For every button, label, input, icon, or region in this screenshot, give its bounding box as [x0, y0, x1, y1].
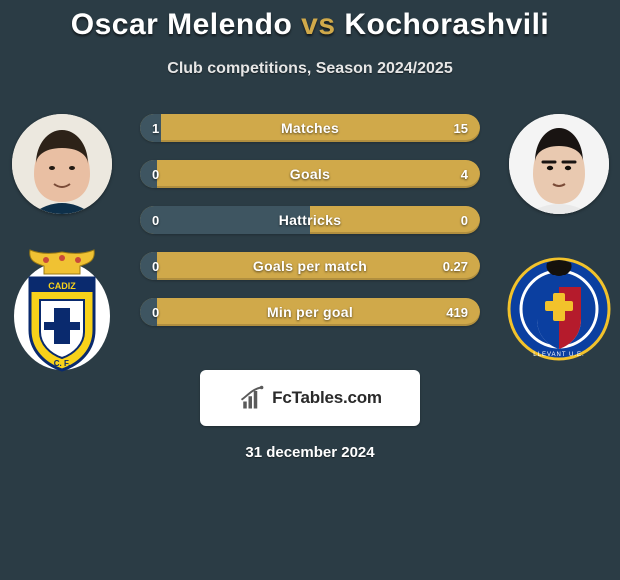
- stat-label: Min per goal: [140, 298, 480, 326]
- stat-bar: Min per goal0 419: [140, 298, 480, 326]
- brand-text: FcTables.com: [272, 388, 382, 408]
- title-player2: Kochorashvili: [344, 8, 549, 41]
- title-vs: vs: [301, 8, 335, 41]
- stat-bar: Goals per match0 0.27: [140, 252, 480, 280]
- brand-icon: [238, 384, 266, 412]
- club1-crest: CADIZ C. F.: [10, 244, 114, 374]
- player2-avatar: [509, 114, 609, 214]
- stat-label: Hattricks: [140, 206, 480, 234]
- stat-bar: Matches1 15: [140, 114, 480, 142]
- player1-avatar: [12, 114, 112, 214]
- stat-right-value: 0: [461, 206, 468, 234]
- stat-bar: Hattricks0 0: [140, 206, 480, 234]
- stat-right-value: 4: [461, 160, 468, 188]
- comparison-card: Oscar Melendo vs Kochorashvili Club comp…: [0, 0, 620, 461]
- brand-badge: FcTables.com: [200, 370, 420, 426]
- stat-left-value: 0: [152, 252, 159, 280]
- stat-left-value: 1: [152, 114, 159, 142]
- stat-left-value: 0: [152, 298, 159, 326]
- stat-label: Goals: [140, 160, 480, 188]
- date-text: 31 december 2024: [0, 444, 620, 461]
- page-title: Oscar Melendo vs Kochorashvili: [0, 8, 620, 42]
- stat-right-value: 0.27: [443, 252, 468, 280]
- right-column: LLEVANT U.E.: [501, 114, 616, 374]
- subtitle: Club competitions, Season 2024/2025: [0, 60, 620, 78]
- svg-text:C. F.: C. F.: [53, 359, 69, 368]
- svg-text:LLEVANT U.E.: LLEVANT U.E.: [533, 352, 584, 358]
- stat-left-value: 0: [152, 160, 159, 188]
- stat-label: Matches: [140, 114, 480, 142]
- comparison-area: CADIZ C. F.: [0, 114, 620, 326]
- left-column: CADIZ C. F.: [4, 114, 119, 374]
- title-player1: Oscar Melendo: [71, 8, 293, 41]
- stat-label: Goals per match: [140, 252, 480, 280]
- svg-text:CADIZ: CADIZ: [48, 281, 76, 291]
- stat-left-value: 0: [152, 206, 159, 234]
- stat-right-value: 15: [454, 114, 468, 142]
- club2-crest: LLEVANT U.E.: [507, 244, 611, 374]
- stat-bar: Goals0 4: [140, 160, 480, 188]
- stat-right-value: 419: [446, 298, 468, 326]
- stat-bars: Matches115Goals04Hattricks00Goals per ma…: [140, 114, 480, 326]
